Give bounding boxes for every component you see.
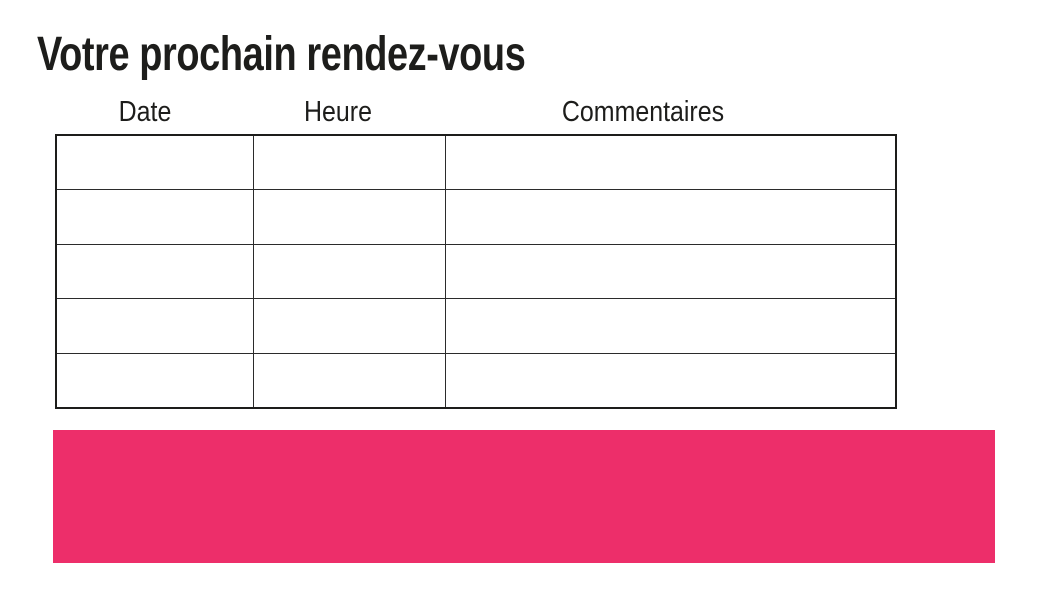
column-header-commentaires: Commentaires bbox=[561, 96, 725, 128]
table-cell-heure bbox=[252, 352, 446, 409]
table-row bbox=[55, 352, 897, 409]
table-row bbox=[55, 134, 897, 191]
table-row bbox=[55, 189, 897, 245]
table-cell-date bbox=[55, 352, 254, 409]
table-cell-commentaires bbox=[444, 298, 897, 354]
table-cell-heure bbox=[252, 298, 446, 354]
table-cell-commentaires bbox=[444, 134, 897, 191]
table-cell-date bbox=[55, 134, 254, 191]
table-cell-date bbox=[55, 189, 254, 245]
page-title: Votre prochain rendez-vous bbox=[37, 28, 526, 81]
table-cell-date bbox=[55, 298, 254, 354]
column-header-heure: Heure bbox=[304, 96, 372, 128]
table-cell-heure bbox=[252, 243, 446, 300]
table-cell-commentaires bbox=[444, 243, 897, 300]
pink-banner bbox=[53, 430, 995, 563]
table-row bbox=[55, 298, 897, 354]
table-row bbox=[55, 243, 897, 300]
table-cell-heure bbox=[252, 134, 446, 191]
table-cell-date bbox=[55, 243, 254, 300]
appointments-table bbox=[55, 134, 897, 409]
table-cell-commentaires bbox=[444, 189, 897, 245]
table-cell-commentaires bbox=[444, 352, 897, 409]
column-header-date: Date bbox=[118, 96, 172, 128]
table-cell-heure bbox=[252, 189, 446, 245]
